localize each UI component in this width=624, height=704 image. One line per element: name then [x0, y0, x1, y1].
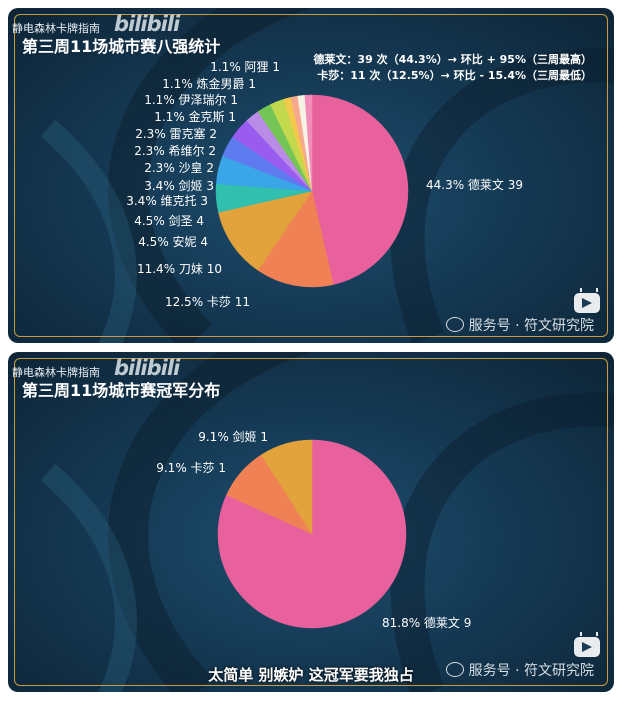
pie-slice-1 [311, 94, 409, 285]
swirl-background [40, 8, 614, 343]
bilibili-watermark: bilibili [114, 12, 180, 36]
slice-label-8: 2.3% 沙皇 2 [144, 161, 214, 175]
slice-label-10: 2.3% 雷克塞 2 [135, 126, 217, 141]
champion-panel: 静电森林卡牌指南 bilibili 第三周11场城市赛冠军分布 81.8% 德莱… [8, 352, 614, 692]
pie-slice-3 [260, 439, 313, 535]
uploader-name: 静电森林卡牌指南 [12, 22, 100, 35]
slice-label-4: 4.5% 安妮 4 [138, 234, 208, 249]
pie-chart-champions: 81.8% 德莱文 9 9.1% 卡莎 1 9.1% 剑姬 1 [156, 429, 471, 630]
stats-annotation: 德莱文：39 次（44.3%）→ 环比 + 95%（三周最高） 卡莎：11 次（… [313, 52, 592, 84]
slice-label-13: 1.1% 炼金男爵 1 [162, 76, 256, 91]
wechat-watermark: 服务号 · 符文研究院 [445, 315, 594, 335]
bilibili-tv-icon[interactable] [574, 293, 600, 313]
bilibili-tv-icon[interactable] [574, 637, 600, 657]
swirl-background [40, 352, 614, 692]
slice-label-9: 2.3% 希维尔 2 [134, 143, 216, 158]
uploader-name: 静电森林卡牌指南 [12, 366, 100, 379]
pie-chart-top-eight: 44.3% 德莱文 39 12.5% 卡莎 11 11.4% 刀妹 10 4.5% 安… [126, 60, 523, 309]
wechat-text: 服务号 · 符文研究院 [468, 663, 594, 679]
wechat-icon [445, 317, 464, 332]
slice-label-1: 44.3% 德莱文 39 [426, 177, 523, 192]
pie-slice-1 [217, 439, 407, 629]
slice-label-7: 3.4% 剑姬 3 [144, 178, 214, 193]
top-eight-panel: 静电森林卡牌指南 bilibili 第三周11场城市赛八强统计 德莱文：39 次… [8, 8, 614, 343]
wechat-icon [445, 662, 464, 677]
stats-line-kaisa: 卡莎：11 次（12.5%）→ 环比 - 15.4%（三周最低） [317, 69, 592, 82]
bilibili-watermark: bilibili [114, 356, 180, 380]
stats-line-draven: 德莱文：39 次（44.3%）→ 环比 + 95%（三周最高） [313, 53, 592, 66]
slice-label-12: 1.1% 伊泽瑞尔 1 [144, 92, 238, 107]
video-subtitle: 太简单 别嫉妒 这冠军要我独占 [208, 666, 414, 684]
chart-title: 第三周11场城市赛八强统计 [22, 37, 221, 56]
slice-label-11: 1.1% 金克斯 1 [154, 109, 236, 124]
wechat-text: 服务号 · 符文研究院 [468, 318, 594, 334]
slice-label-5: 4.5% 剑圣 4 [134, 213, 204, 228]
slice-label-1: 81.8% 德莱文 9 [382, 615, 471, 630]
pie-slice-14 [304, 94, 313, 192]
slice-label-2: 12.5% 卡莎 11 [165, 295, 250, 309]
slice-label-14: 1.1% 阿狸 1 [210, 60, 280, 74]
chart-title: 第三周11场城市赛冠军分布 [22, 381, 221, 400]
slice-label-3: 11.4% 刀妹 10 [137, 262, 222, 276]
wechat-watermark: 服务号 · 符文研究院 [445, 660, 594, 680]
slice-label-2: 9.1% 卡莎 1 [156, 461, 226, 475]
slice-label-6: 3.4% 维克托 3 [126, 194, 208, 208]
slice-label-3: 9.1% 剑姬 1 [198, 429, 268, 444]
pie-slice-3 [218, 190, 313, 271]
pie-slice-2 [257, 190, 334, 288]
